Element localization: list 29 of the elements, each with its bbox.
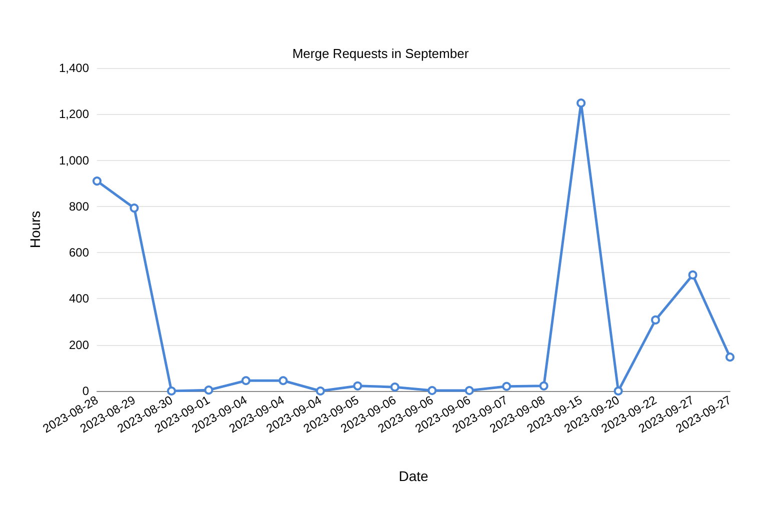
point — [428, 386, 437, 396]
point — [614, 386, 623, 396]
y-tick-label: 200 — [68, 338, 90, 352]
point — [278, 376, 288, 386]
x-axis-title: Date — [398, 468, 428, 484]
chart-title: Merge Requests in September — [292, 46, 470, 61]
y-tick-label: 1,200 — [58, 107, 90, 122]
point — [651, 315, 660, 324]
point — [241, 376, 250, 386]
point — [166, 386, 176, 396]
y-tick-label: 600 — [68, 246, 90, 260]
point — [688, 270, 698, 280]
y-axis-title: Hours — [27, 210, 43, 248]
y-tick-label: 1,000 — [58, 153, 90, 168]
point — [726, 352, 734, 362]
point — [353, 381, 362, 390]
point — [576, 98, 586, 108]
y-tick-label: 800 — [68, 199, 90, 214]
point — [316, 386, 325, 396]
point — [130, 204, 139, 213]
point — [464, 386, 474, 396]
point — [92, 176, 102, 186]
y-tick-label: 1,400 — [58, 61, 90, 75]
y-tick-label: 400 — [68, 292, 90, 306]
point — [539, 381, 548, 390]
point — [204, 386, 214, 395]
point — [390, 382, 400, 392]
point — [502, 382, 512, 391]
y-tick-label: 0 — [82, 384, 90, 398]
